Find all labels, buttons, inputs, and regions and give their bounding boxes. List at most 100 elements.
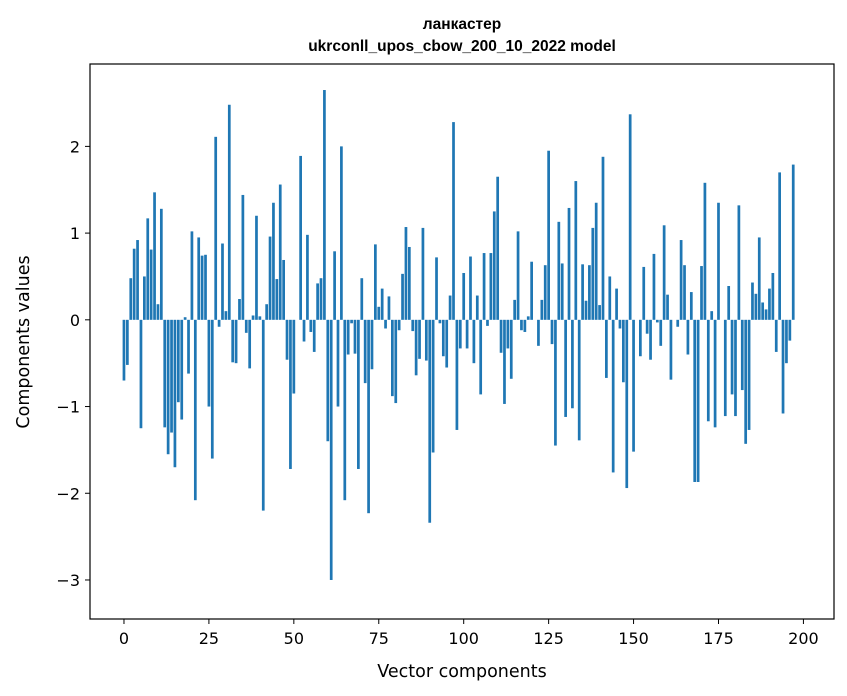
- plot-frame: [89, 63, 835, 620]
- bar-69: [357, 319, 360, 469]
- bar-4: [136, 240, 139, 320]
- x-tick-label-0: 0: [119, 629, 129, 648]
- bar-93: [438, 319, 442, 324]
- bar-91: [431, 319, 435, 453]
- bar-34: [238, 299, 241, 320]
- bar-113: [506, 319, 510, 349]
- bar-80: [394, 319, 398, 404]
- bar-90: [428, 319, 432, 523]
- bar-38: [251, 315, 255, 320]
- bar-187: [757, 237, 761, 320]
- bar-122: [537, 319, 540, 346]
- bar-120: [530, 261, 533, 320]
- chart-title-line-1: ланкастер: [423, 16, 502, 33]
- bar-104: [475, 295, 479, 320]
- bar-20: [190, 231, 194, 320]
- bar-22: [197, 237, 201, 320]
- bar-12: [163, 319, 167, 428]
- bar-41: [261, 319, 265, 511]
- y-axis-label: Components values: [14, 255, 34, 428]
- bar-108: [489, 253, 493, 320]
- bar-155: [649, 319, 652, 360]
- bar-103: [472, 319, 476, 364]
- bar-152: [639, 319, 642, 357]
- bar-57: [316, 283, 319, 320]
- x-tick-label-1: 25: [199, 629, 219, 648]
- bar-21: [193, 319, 197, 501]
- bar-86: [414, 319, 418, 376]
- bar-172: [706, 319, 710, 422]
- bar-143: [608, 276, 612, 320]
- bar-139: [594, 202, 598, 320]
- bar-8: [149, 249, 153, 320]
- bar-26: [210, 319, 214, 459]
- bar-109: [492, 211, 496, 320]
- bar-25: [207, 319, 211, 407]
- bar-0: [122, 319, 126, 381]
- x-tick-label-2: 50: [284, 629, 304, 648]
- bar-24: [204, 254, 207, 320]
- bar-164: [679, 240, 683, 320]
- bar-89: [424, 319, 428, 361]
- bar-33: [234, 319, 238, 364]
- bar-167: [689, 292, 693, 320]
- bar-99: [458, 319, 462, 349]
- bar-153: [642, 266, 646, 320]
- bar-170: [700, 266, 703, 320]
- x-tick-label-8: 200: [788, 629, 819, 648]
- bar-52: [299, 155, 302, 320]
- bar-197: [791, 164, 795, 320]
- bar-125: [547, 150, 550, 320]
- bar-5: [139, 319, 143, 429]
- bar-84: [407, 246, 411, 320]
- bar-131: [567, 207, 571, 320]
- x-tick-label-5: 125: [533, 629, 564, 648]
- bar-114: [509, 319, 513, 379]
- bar-73: [370, 319, 374, 370]
- bar-96: [448, 295, 452, 320]
- bar-179: [730, 319, 734, 395]
- bar-78: [387, 296, 391, 320]
- bar-70: [360, 278, 364, 320]
- bar-7: [146, 218, 150, 320]
- bar-32: [231, 319, 235, 363]
- bar-2: [129, 278, 133, 320]
- x-tick-label-7: 175: [703, 629, 734, 648]
- bar-178: [727, 286, 731, 320]
- bar-50: [292, 319, 296, 394]
- bar-19: [187, 319, 190, 374]
- bar-40: [258, 316, 262, 320]
- bar-39: [255, 215, 258, 320]
- bar-130: [564, 319, 567, 417]
- bar-173: [710, 311, 714, 320]
- bar-14: [170, 319, 173, 433]
- bar-171: [703, 182, 707, 320]
- bar-92: [435, 257, 438, 320]
- bar-192: [774, 319, 778, 352]
- bar-133: [574, 181, 578, 320]
- x-tick-label-3: 75: [369, 629, 389, 648]
- bar-195: [785, 319, 788, 364]
- bar-17: [180, 319, 184, 420]
- y-tick-label-5: 2: [70, 137, 80, 156]
- bar-127: [554, 319, 557, 446]
- bar-136: [584, 300, 588, 320]
- bar-42: [265, 304, 269, 320]
- bar-111: [499, 319, 503, 353]
- bar-181: [737, 205, 741, 320]
- bar-63: [336, 319, 340, 407]
- bar-87: [418, 319, 421, 359]
- bar-1: [126, 319, 129, 365]
- bar-82: [401, 273, 404, 320]
- bar-156: [652, 253, 656, 320]
- bar-105: [479, 319, 483, 395]
- bar-60: [326, 319, 330, 442]
- bar-106: [482, 253, 486, 320]
- bar-146: [618, 319, 622, 329]
- bar-116: [516, 231, 520, 320]
- bar-3: [132, 248, 136, 320]
- bar-53: [302, 319, 306, 342]
- bar-series: [122, 90, 795, 580]
- y-tick-label-1: −2: [56, 484, 80, 503]
